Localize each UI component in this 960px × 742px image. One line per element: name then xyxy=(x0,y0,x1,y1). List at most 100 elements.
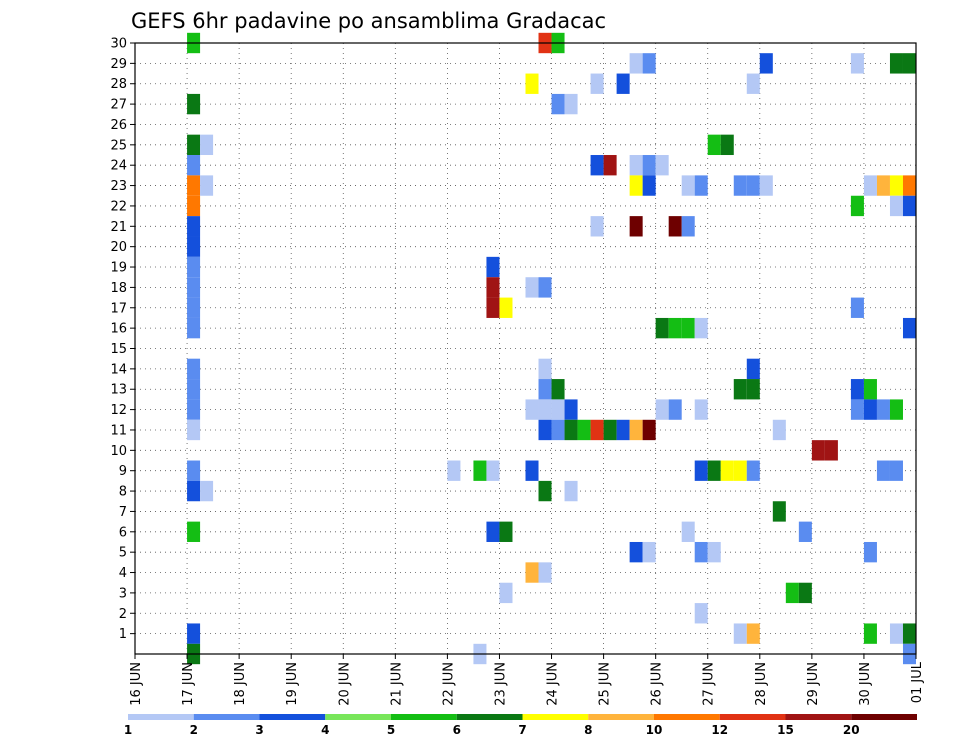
heatmap-cell xyxy=(694,460,708,481)
heatmap-cell xyxy=(733,623,747,644)
heatmap-cell xyxy=(889,53,903,74)
x-tick-label: 18 JUN xyxy=(233,662,248,706)
legend-swatch xyxy=(391,714,457,720)
heatmap-cell xyxy=(486,460,500,481)
x-tick-label: 28 JUN xyxy=(754,662,769,706)
heatmap-cell xyxy=(629,53,643,74)
y-tick-label: 21 xyxy=(110,220,127,235)
heatmap-cell xyxy=(655,399,669,420)
legend-label: 3 xyxy=(255,723,263,737)
heatmap-cell xyxy=(902,53,916,74)
legend-swatch xyxy=(522,714,589,720)
legend-swatch xyxy=(259,714,326,720)
y-tick-label: 20 xyxy=(110,240,127,255)
heatmap-cell xyxy=(447,460,461,481)
heatmap-cell xyxy=(499,297,513,318)
legend-label: 10 xyxy=(646,723,663,737)
heatmap-cell xyxy=(746,175,760,196)
legend-label: 15 xyxy=(777,723,794,737)
y-tick-label: 29 xyxy=(110,57,127,72)
x-tick-label: 24 JUN xyxy=(546,662,561,706)
heatmap-cell xyxy=(746,358,760,380)
y-tick-label: 27 xyxy=(110,98,127,113)
heatmap-cell xyxy=(759,175,773,196)
heatmap-cell xyxy=(629,419,643,441)
x-tick-label: 25 JUN xyxy=(598,662,613,706)
heatmap-cell xyxy=(681,521,695,542)
legend-label: 20 xyxy=(843,723,860,737)
x-tick-label: 21 JUN xyxy=(389,662,404,706)
x-tick-label: 29 JUN xyxy=(806,662,821,706)
heatmap-cell xyxy=(538,358,552,380)
heatmap-cell xyxy=(590,73,604,94)
x-tick-label: 30 JUN xyxy=(858,662,873,706)
y-tick-label: 17 xyxy=(110,301,127,316)
x-tick-label: 16 JUN xyxy=(129,662,144,706)
heatmap-cell xyxy=(746,623,760,644)
heatmap-cell xyxy=(187,93,201,115)
x-tick-label: 19 JUN xyxy=(285,662,300,706)
chart-title: GEFS 6hr padavine po ansamblima Gradacac xyxy=(131,9,606,33)
y-tick-label: 13 xyxy=(110,383,127,398)
heatmap-cell xyxy=(551,379,565,400)
heatmap-cell xyxy=(538,277,552,298)
heatmap-cell xyxy=(590,216,604,237)
heatmap-cell xyxy=(798,521,812,542)
heatmap-cell xyxy=(538,480,552,502)
x-tick-label: 26 JUN xyxy=(650,662,665,706)
heatmap-cells xyxy=(187,32,916,665)
heatmap-cell xyxy=(486,256,500,278)
heatmap-cell xyxy=(187,460,201,481)
y-tick-label: 23 xyxy=(110,179,127,194)
legend-label: 2 xyxy=(190,723,198,737)
x-tick-label: 23 JUN xyxy=(493,662,508,706)
legend-label: 8 xyxy=(584,723,592,737)
heatmap-cell xyxy=(590,419,604,441)
legend-label: 5 xyxy=(387,723,395,737)
y-tick-label: 9 xyxy=(119,464,127,479)
heatmap-cell xyxy=(694,175,708,196)
heatmap-cell xyxy=(551,399,565,420)
heatmap-cell xyxy=(772,501,786,522)
heatmap-cell xyxy=(187,195,201,217)
y-tick-label: 10 xyxy=(110,444,127,459)
y-tick-label: 5 xyxy=(119,546,127,561)
y-tick-label: 30 xyxy=(110,37,127,52)
heatmap-cell xyxy=(525,277,539,298)
heatmap-cell xyxy=(759,53,773,74)
heatmap-cell xyxy=(655,317,669,339)
heatmap-cell xyxy=(668,399,682,420)
heatmap-cell xyxy=(187,521,201,542)
y-tick-label: 24 xyxy=(110,159,127,174)
heatmap-cell xyxy=(863,541,877,563)
heatmap-cell xyxy=(694,541,708,563)
heatmap-cell xyxy=(681,216,695,237)
legend-swatch xyxy=(719,714,786,720)
heatmap-cell xyxy=(577,419,591,441)
legend-swatch xyxy=(193,714,260,720)
heatmap-cell xyxy=(889,623,903,644)
y-tick-label: 22 xyxy=(110,199,127,214)
heatmap-cell xyxy=(707,541,721,563)
heatmap-cell xyxy=(187,317,201,339)
y-tick-label: 8 xyxy=(119,485,127,500)
heatmap-cell xyxy=(811,440,825,461)
heatmap-cell xyxy=(564,480,578,502)
heatmap-cell xyxy=(876,399,890,420)
heatmap-cell xyxy=(525,460,539,481)
heatmap-cell xyxy=(876,175,890,196)
heatmap-cell xyxy=(850,399,864,420)
heatmap-cell xyxy=(187,134,201,156)
heatmap-cell xyxy=(889,460,903,481)
heatmap-cell xyxy=(538,562,552,583)
y-tick-label: 14 xyxy=(110,362,127,377)
heatmap-cell xyxy=(616,419,630,441)
heatmap-cell xyxy=(642,155,656,176)
heatmap-cell xyxy=(603,155,617,176)
legend-swatch xyxy=(588,714,654,720)
y-tick-label: 16 xyxy=(110,322,127,337)
heatmap-cell xyxy=(733,379,747,400)
heatmap-cell xyxy=(538,419,552,441)
y-tick-label: 11 xyxy=(110,423,127,438)
